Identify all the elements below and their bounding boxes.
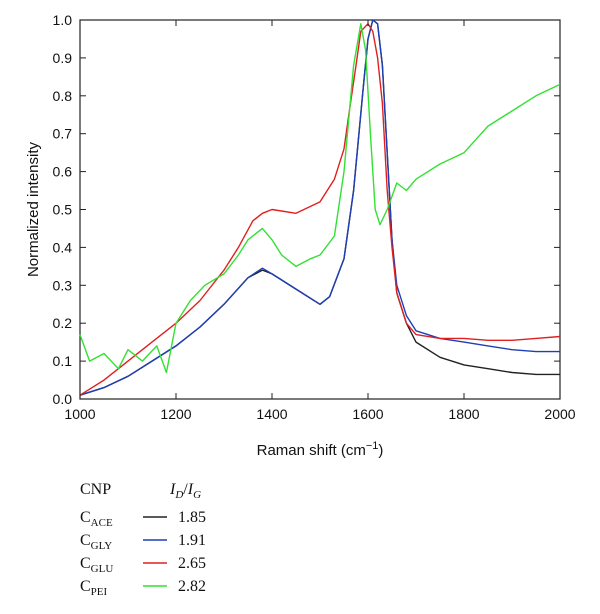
x-tick-label: 1800 bbox=[448, 406, 479, 422]
y-tick-label: 0.9 bbox=[53, 50, 73, 66]
x-axis-title: Raman shift (cm−1) bbox=[257, 440, 384, 459]
y-tick-label: 0.0 bbox=[53, 391, 73, 407]
y-tick-label: 0.2 bbox=[53, 315, 73, 331]
x-axis: 1000 1200 1400 1600 1800 2000 bbox=[64, 20, 576, 422]
legend-label-ace: CACE bbox=[80, 509, 113, 529]
legend-label-gly: CGLY bbox=[80, 532, 112, 552]
series-line-glu bbox=[79, 23, 561, 396]
y-axis-title: Normalized intensity bbox=[25, 141, 42, 277]
legend-label-glu: CGLU bbox=[80, 555, 113, 575]
y-tick-label: 1.0 bbox=[53, 12, 73, 28]
legend: CNP ID/IG CACE 1.85 CGLY 1.91 CGLU 2.65 CPEI 2.… bbox=[80, 481, 206, 598]
legend-ratio-gly: 1.91 bbox=[178, 532, 206, 549]
y-tick-label: 0.7 bbox=[53, 126, 73, 142]
series-line-pei bbox=[79, 23, 561, 374]
series-line-ace bbox=[79, 19, 560, 396]
x-tick-label: 1200 bbox=[160, 406, 191, 422]
x-tick-label: 1600 bbox=[352, 406, 383, 422]
y-tick-label: 0.6 bbox=[53, 164, 73, 180]
x-tick-label: 1400 bbox=[256, 406, 287, 422]
x-tick-label: 1000 bbox=[64, 406, 95, 422]
legend-ratio-glu: 2.65 bbox=[178, 555, 206, 572]
legend-ratio-pei: 2.82 bbox=[178, 578, 206, 595]
y-tick-label: 0.1 bbox=[53, 353, 73, 369]
legend-header-ratio: ID/IG bbox=[169, 481, 201, 501]
legend-ratio-ace: 1.85 bbox=[178, 509, 206, 526]
series-line-gly bbox=[79, 19, 560, 396]
legend-label-pei: CPEI bbox=[80, 578, 108, 598]
legend-header-cnp: CNP bbox=[80, 481, 111, 498]
y-tick-label: 0.3 bbox=[53, 277, 73, 293]
series-layer bbox=[79, 19, 561, 396]
y-tick-label: 0.8 bbox=[53, 88, 73, 104]
x-tick-label: 2000 bbox=[544, 406, 575, 422]
plot-area bbox=[79, 19, 561, 400]
y-tick-label: 0.4 bbox=[53, 239, 73, 255]
y-tick-label: 0.5 bbox=[53, 202, 73, 218]
y-axis: 0.0 0.1 0.2 0.3 0.4 0.5 0.6 0.7 0.8 0.9 1.0 bbox=[53, 12, 560, 407]
